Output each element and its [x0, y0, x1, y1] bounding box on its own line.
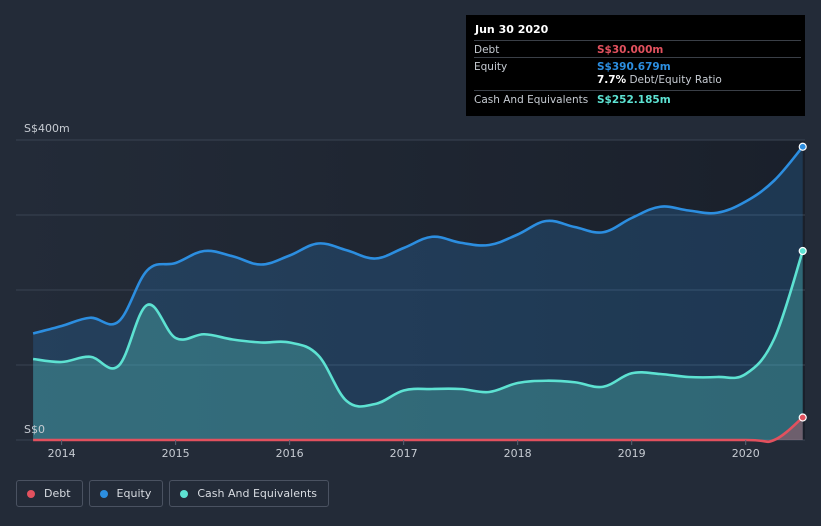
legend-item-cash[interactable]: Cash And Equivalents	[169, 480, 329, 507]
y-axis-ticks: S$400m S$0	[24, 122, 70, 436]
y-tick-label: S$400m	[24, 122, 70, 135]
legend-equity-dot-icon	[99, 489, 108, 498]
tooltip-row-equity: Equity S$390.679m	[474, 57, 801, 74]
line-debt	[33, 416, 804, 444]
tooltip-equity-label: Equity	[474, 61, 508, 73]
series-lines	[32, 145, 804, 444]
tooltip-ratio-value: 7.7%	[597, 74, 627, 86]
tooltip-row-debt: Debt S$30.000m	[474, 40, 801, 57]
legend-cash-label: Cash And Equivalents	[197, 487, 317, 500]
y-tick-label: S$0	[24, 423, 45, 436]
line-equity	[32, 145, 804, 335]
tooltip-row-cash: Cash And Equivalents S$252.185m	[474, 90, 801, 107]
x-tick-label: 2016	[276, 447, 304, 460]
marker-debt	[798, 413, 807, 422]
chart-legend: Debt Equity Cash And Equivalents	[16, 480, 329, 507]
x-tick-label: 2017	[390, 447, 418, 460]
x-tick-label: 2014	[48, 447, 76, 460]
x-tick-label: 2020	[732, 447, 760, 460]
tooltip-ratio: 7.7% Debt/Equity Ratio	[597, 74, 722, 86]
legend-equity-label: Equity	[116, 487, 152, 500]
tooltip-debt-label: Debt	[474, 44, 500, 56]
tooltip-equity-value: S$390.679m	[597, 61, 671, 73]
tooltip-ratio-label: Debt/Equity Ratio	[629, 74, 722, 86]
legend-item-equity[interactable]: Equity	[88, 480, 164, 507]
series-end-markers	[798, 142, 807, 422]
marker-equity	[798, 142, 807, 151]
data-tooltip: Jun 30 2020 Debt S$30.000m Equity S$390.…	[466, 15, 805, 116]
tooltip-debt-value: S$30.000m	[597, 44, 664, 56]
x-tick-label: 2015	[162, 447, 190, 460]
area-equity	[33, 146, 803, 440]
legend-item-debt[interactable]: Debt	[16, 480, 83, 507]
x-axis-ticks: 2014 2015 2016 2017 2018 2019 2020	[48, 440, 760, 460]
tooltip-date: Jun 30 2020	[475, 23, 549, 36]
tooltip-cash-label: Cash And Equivalents	[474, 94, 589, 106]
tooltip-cash-value: S$252.185m	[597, 94, 671, 106]
legend-cash-dot-icon	[180, 489, 189, 498]
marker-cash-and-equivalents	[798, 246, 807, 256]
x-tick-label: 2019	[618, 447, 646, 460]
line-cash-and-equivalents	[32, 250, 804, 408]
area-cash-and-equivalents	[33, 251, 803, 440]
legend-debt-label: Debt	[44, 487, 71, 500]
x-tick-label: 2018	[504, 447, 532, 460]
legend-debt-dot-icon	[27, 489, 35, 498]
series-areas	[33, 146, 803, 442]
